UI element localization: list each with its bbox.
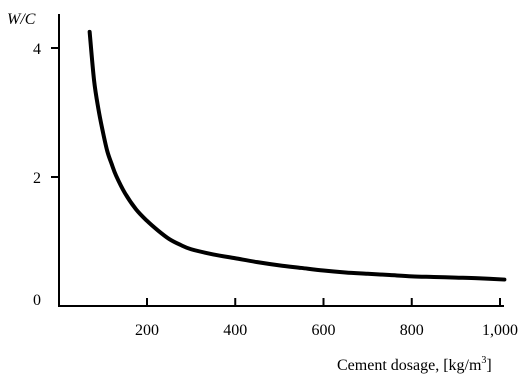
x-axis-title-close: ] — [486, 357, 491, 374]
x-tick-label: 600 — [312, 322, 336, 339]
x-axis: Cement dosage, [kg/m3] — [58, 305, 504, 374]
x-tick-label: 1,000 — [482, 322, 518, 339]
x-axis-title-text: Cement dosage, [kg/m — [337, 357, 482, 374]
x-tick-label: 400 — [223, 322, 247, 339]
ticks: 200 400 600 800 1,000 0 2 4 — [33, 41, 518, 339]
x-tick-label: 800 — [400, 322, 424, 339]
series-group — [87, 29, 507, 282]
y-axis: W/C — [7, 11, 60, 306]
x-tick-label: 200 — [135, 322, 159, 339]
x-axis-title-superscript: 3 — [481, 355, 486, 366]
y-tick-label: 4 — [33, 41, 41, 58]
series-line — [87, 29, 507, 282]
y-tick-label: 0 — [33, 292, 41, 309]
y-axis-title: W/C — [7, 11, 36, 28]
x-axis-title: Cement dosage, [kg/m3] — [337, 355, 492, 374]
y-tick-label: 2 — [33, 170, 41, 187]
